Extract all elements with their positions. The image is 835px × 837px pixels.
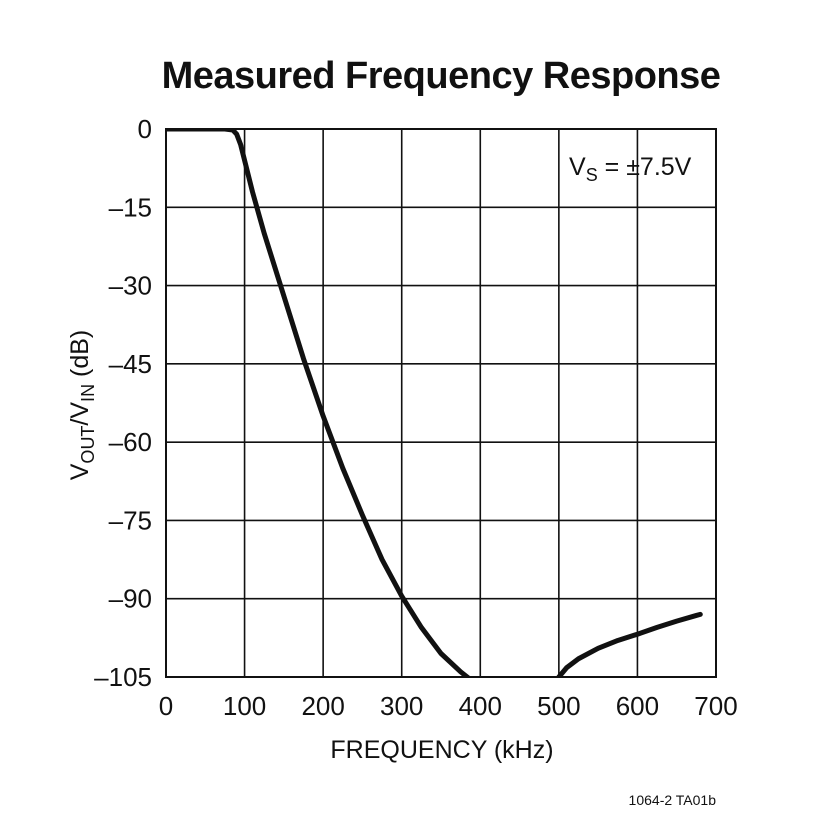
y-axis-label: VOUT/VIN (dB) [66, 330, 98, 481]
x-tick-label: 100 [223, 691, 266, 721]
x-tick-label: 0 [159, 691, 173, 721]
annotation-main: V [569, 153, 586, 181]
y-tick-label: –75 [109, 505, 152, 535]
plot-frame [165, 128, 717, 678]
x-tick-label: 700 [694, 691, 737, 721]
x-tick-label: 200 [301, 691, 344, 721]
y-axis-label-tail: (dB) [66, 330, 94, 384]
y-tick-label: –30 [109, 271, 152, 301]
response-curve-segment [166, 129, 472, 677]
series-layer [166, 129, 703, 677]
x-tick-label: 500 [537, 691, 580, 721]
x-tick-label: 300 [380, 691, 423, 721]
y-tick-label: –15 [109, 192, 152, 222]
x-axis-label: FREQUENCY (kHz) [330, 736, 553, 764]
x-tick-label: 600 [616, 691, 659, 721]
y-tick-label: –45 [109, 349, 152, 379]
y-tick-layer: 0 –15 –30 –45 –60 –75 –90 –105 [94, 114, 152, 692]
response-curve-segment [556, 611, 703, 677]
annotation-sub: S [586, 165, 598, 185]
annotation-tail: = ±7.5V [598, 153, 692, 181]
chart-title: Measured Frequency Response [162, 55, 721, 97]
x-tick-layer: 0 100 200 300 400 500 600 700 [159, 691, 738, 721]
grid-layer [165, 128, 717, 678]
y-axis-label-sub-out: OUT [78, 426, 98, 464]
x-tick-label: 400 [459, 691, 502, 721]
y-axis-label-main: V [66, 463, 94, 480]
y-tick-label: 0 [138, 114, 152, 144]
y-tick-label: –90 [109, 584, 152, 614]
y-tick-label: –60 [109, 427, 152, 457]
figure-code: 1064-2 TA01b [629, 792, 717, 808]
supply-voltage-annotation: VS = ±7.5V [569, 153, 692, 185]
y-axis-label-mid: /V [66, 402, 94, 426]
y-axis-label-sub-in: IN [78, 384, 98, 402]
y-tick-label: –105 [94, 662, 152, 692]
